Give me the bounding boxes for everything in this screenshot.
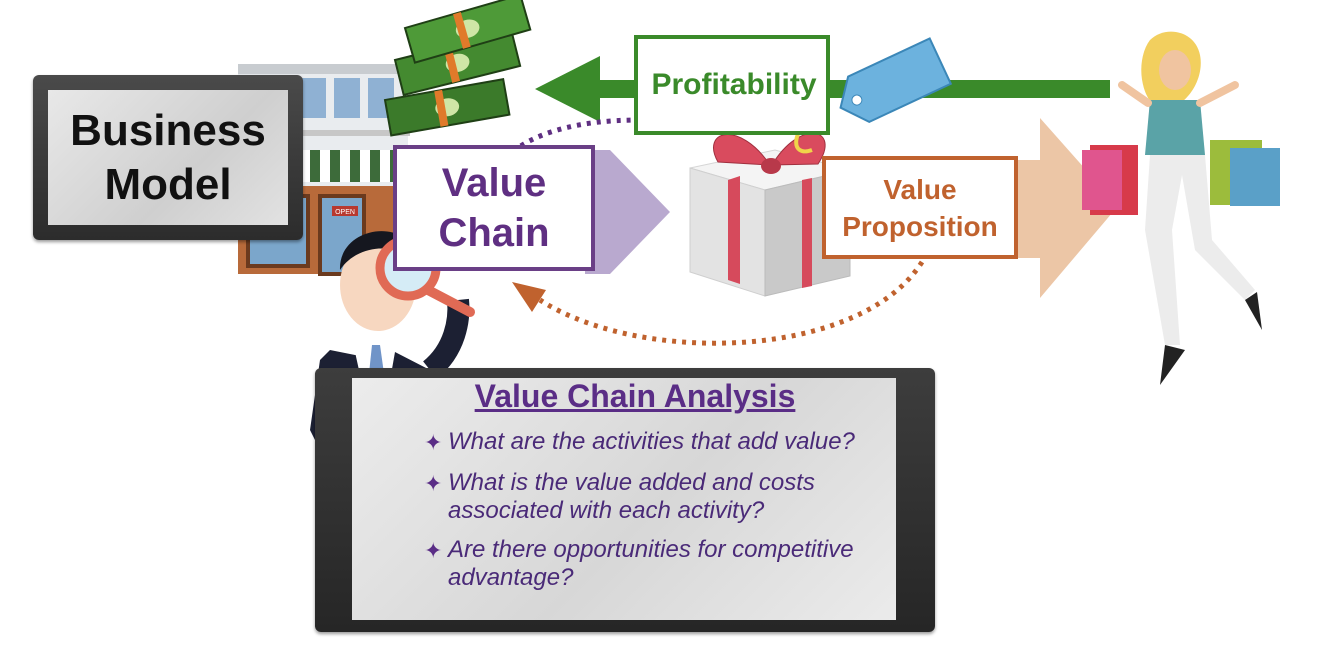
business-model-label: Business Model	[70, 105, 266, 209]
list-item: ✦ What are the activities that add value…	[424, 428, 904, 458]
analysis-question: What are the activities that add value?	[448, 428, 855, 455]
shopping-woman-illustration	[1082, 31, 1280, 385]
open-sign: OPEN	[335, 209, 355, 216]
analysis-question: What is the value added and costs associ…	[448, 469, 815, 524]
value-proposition-box: Value Proposition	[822, 156, 1018, 259]
price-tag-icon	[839, 37, 953, 123]
list-item: ✦ Are there opportunities for competitiv…	[424, 536, 904, 592]
analysis-board	[352, 378, 896, 620]
profitability-label: Profitability	[651, 68, 817, 101]
profitability-box	[634, 35, 830, 135]
analysis-question: Are there opportunities for competitive …	[448, 536, 854, 591]
value-chain-to-profit-dotted-arrow	[503, 117, 641, 160]
money-stack-icon	[383, 0, 532, 137]
value-chain-label: Value Chain	[438, 161, 550, 255]
business-model-board: Business Model	[48, 90, 288, 225]
analysis-question-list: ✦ What are the activities that add value…	[424, 428, 904, 603]
proposition-to-chain-dotted-arrow	[538, 260, 925, 346]
value-chain-arrow	[585, 150, 670, 274]
star-bullet-icon: ✦	[424, 538, 443, 563]
value-chain-box: Value Chain	[393, 145, 595, 271]
analysis-title: Value Chain Analysis	[474, 378, 796, 414]
star-bullet-icon: ✦	[424, 471, 443, 496]
star-bullet-icon: ✦	[424, 430, 443, 455]
value-proposition-label: Value Proposition	[842, 173, 998, 242]
list-item: ✦ What is the value added and costs asso…	[424, 469, 904, 525]
